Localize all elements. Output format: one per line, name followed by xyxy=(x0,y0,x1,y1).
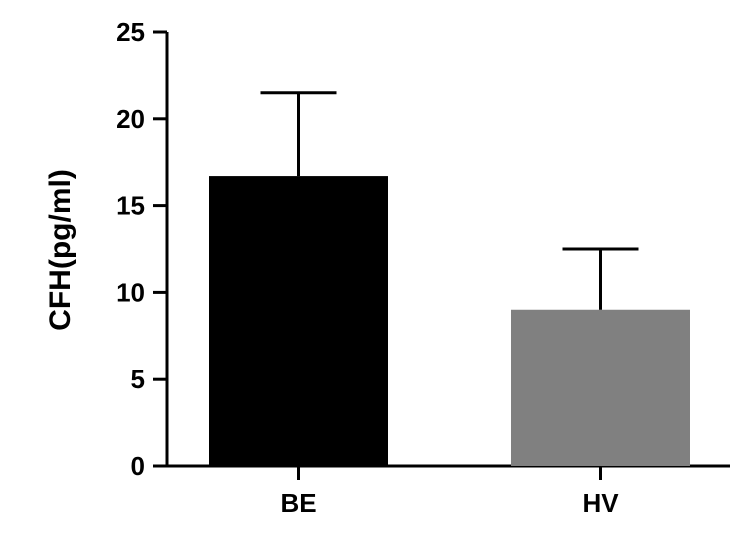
bars-group xyxy=(209,176,690,466)
y-tick-label: 25 xyxy=(116,17,145,47)
y-tick-label: 0 xyxy=(131,451,145,481)
x-tick-label-be: BE xyxy=(280,488,316,518)
y-tick-label: 5 xyxy=(131,364,145,394)
y-tick-label: 10 xyxy=(116,277,145,307)
y-axis: 0 5 10 15 20 25 xyxy=(116,17,169,481)
y-axis-title: CFH(pg/ml) xyxy=(44,169,77,331)
error-bars-group xyxy=(260,91,639,310)
y-tick-label: 20 xyxy=(116,104,145,134)
x-tick-label-hv: HV xyxy=(582,488,619,518)
bar-be xyxy=(209,176,388,466)
x-axis: BE HV xyxy=(165,464,730,518)
y-tick-label: 15 xyxy=(116,191,145,221)
bar-hv xyxy=(511,309,690,466)
